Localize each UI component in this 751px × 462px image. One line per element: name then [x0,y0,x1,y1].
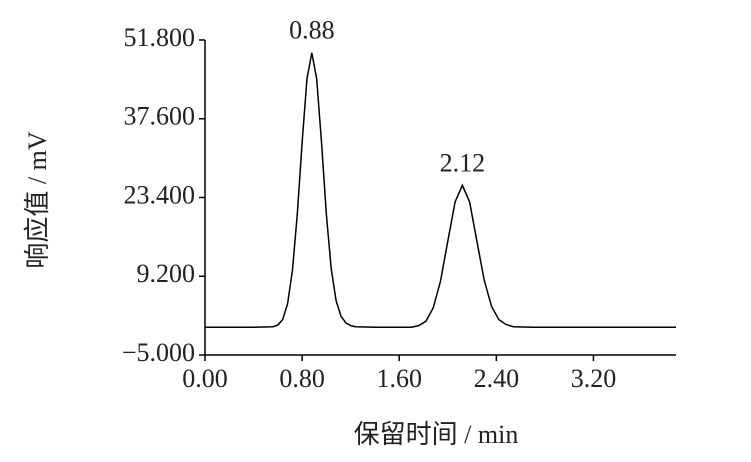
y-tick-label: 23.400 [124,180,196,209]
x-tick-label: 0.00 [182,364,228,393]
peak-annotation: 0.88 [289,16,335,45]
x-tick-label: 3.20 [571,364,617,393]
peak-annotation: 2.12 [440,148,486,177]
y-tick-label: −5.000 [122,338,195,367]
y-tick-label: 37.600 [124,102,196,131]
x-tick-label: 0.80 [279,364,325,393]
y-tick-label: 9.200 [137,259,196,288]
x-tick-label: 1.60 [376,364,422,393]
trace-line [205,52,676,329]
x-axis-label: 保留时间 / min [354,420,519,449]
y-axis-label: 响应值 / mV [23,131,52,268]
y-tick-label: 51.800 [124,23,196,52]
x-tick-label: 2.40 [474,364,520,393]
